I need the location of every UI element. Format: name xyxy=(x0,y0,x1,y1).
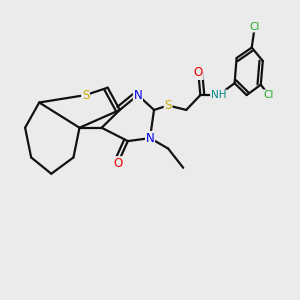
Text: S: S xyxy=(164,99,172,112)
Text: NH: NH xyxy=(211,90,226,100)
Text: O: O xyxy=(194,66,203,79)
Text: N: N xyxy=(134,88,142,102)
Text: Cl: Cl xyxy=(250,22,260,32)
Text: O: O xyxy=(113,157,122,170)
Text: Cl: Cl xyxy=(264,90,274,100)
Text: S: S xyxy=(82,88,89,102)
Text: N: N xyxy=(146,132,154,145)
